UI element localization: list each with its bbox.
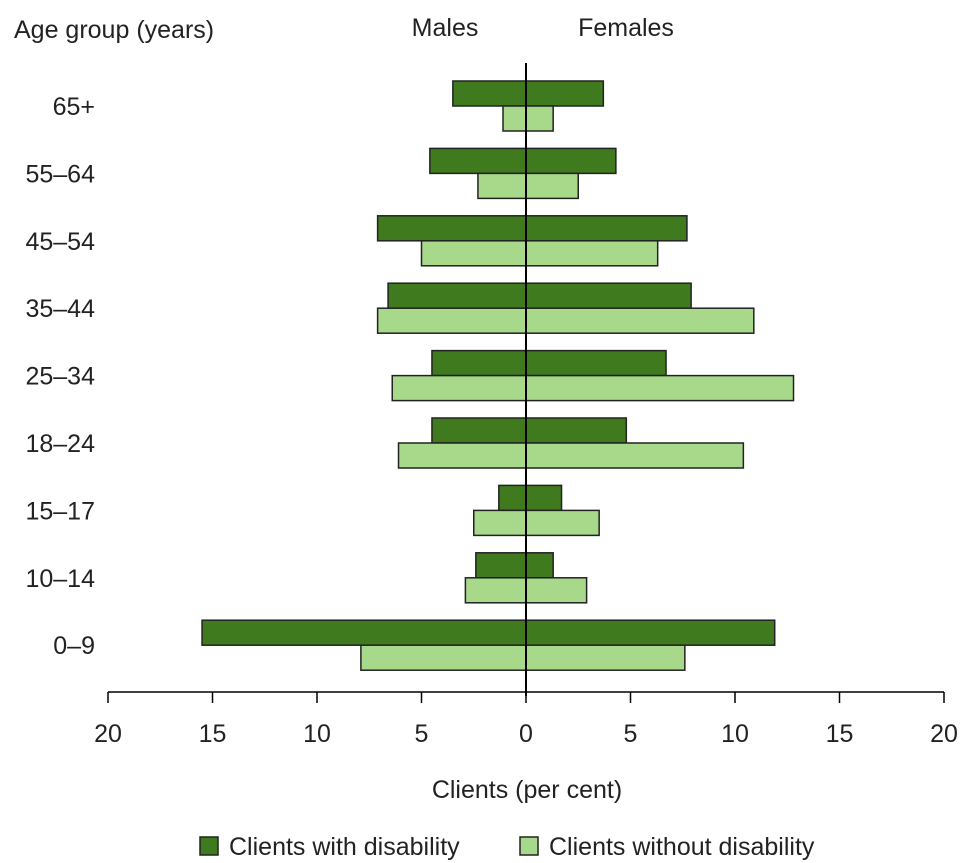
x-tick-label: 20 [930,720,958,748]
bar-females-without-disability-10-14 [525,577,588,604]
plot-area: 65+ 55–64 45–54 35–44 25–34 18–24 15–17 10–14 0–… [25,63,795,696]
bar-males-without-disability-25-34 [391,374,527,402]
x-axis-title: Clients (per cent) [432,776,622,804]
category-label-35-44: 35–44 [25,295,95,323]
bar-males-with-disability-55-64 [429,147,527,175]
x-tick-label: 5 [415,720,429,748]
bar-females-with-disability-10-14 [525,552,554,579]
bar-females-with-disability-0-9 [525,619,776,646]
bar-females-without-disability-65 [525,105,554,132]
x-tick-label: 10 [721,720,749,748]
bar-females-with-disability-65 [525,80,605,107]
bar-males-without-disability-0-9 [360,644,527,671]
x-tick-label: 0 [519,720,533,748]
x-tick-label: 15 [199,720,227,748]
bar-females-with-disability-15-17 [525,484,563,512]
bar-males-with-disability-15-17 [498,484,527,512]
x-tick-label: 10 [303,720,331,748]
legend-label-without-disability: Clients without disability [549,833,815,861]
category-label-18-24: 18–24 [25,430,95,458]
bar-males-with-disability-45-54 [376,215,527,242]
legend-swatch-with-disability [199,836,219,856]
females-label: Females [578,14,674,42]
bar-females-with-disability-55-64 [525,147,617,175]
bar-males-without-disability-45-54 [420,240,527,267]
bar-females-without-disability-25-34 [525,374,795,402]
bar-males-with-disability-65 [452,80,527,107]
x-tick-label: 5 [624,720,638,748]
bar-males-with-disability-10-14 [475,552,527,579]
bar-females-with-disability-45-54 [525,215,688,242]
category-label-25-34: 25–34 [25,363,95,391]
legend-label-with-disability: Clients with disability [229,833,460,861]
bar-females-with-disability-25-34 [525,349,667,377]
category-label-10-14: 10–14 [25,565,95,593]
x-tick-label: 20 [94,720,122,748]
category-label-0-9: 0–9 [53,632,95,660]
bar-males-without-disability-10-14 [464,577,527,604]
bar-females-without-disability-45-54 [525,240,659,267]
legend: Clients with disability Clients without d… [199,833,815,861]
bar-males-without-disability-55-64 [477,172,527,200]
bar-females-without-disability-0-9 [525,644,686,671]
category-label-15-17: 15–17 [25,497,95,525]
bar-females-without-disability-18-24 [525,442,745,469]
bar-males-with-disability-18-24 [431,417,527,444]
bar-females-without-disability-55-64 [525,172,579,200]
x-tick-label: 15 [826,720,854,748]
bar-males-with-disability-0-9 [201,619,527,646]
bar-males-without-disability-35-44 [376,307,527,334]
bar-females-with-disability-35-44 [525,282,692,309]
bar-females-with-disability-18-24 [525,417,628,444]
y-axis-title: Age group (years) [14,16,214,44]
bar-males-without-disability-15-17 [473,509,527,537]
bar-males-without-disability-65 [502,105,527,132]
category-label-55-64: 55–64 [25,160,95,188]
legend-swatch-without-disability [519,836,539,856]
category-label-65: 65+ [53,93,95,121]
x-axis: 20 15 10 5 0 5 10 15 20 [94,691,958,748]
bar-females-without-disability-15-17 [525,509,600,537]
bar-males-with-disability-25-34 [431,349,527,377]
bar-males-with-disability-35-44 [387,282,527,309]
bar-females-without-disability-35-44 [525,307,755,334]
category-label-45-54: 45–54 [25,228,95,256]
bar-males-without-disability-18-24 [397,442,527,469]
males-label: Males [412,14,479,42]
